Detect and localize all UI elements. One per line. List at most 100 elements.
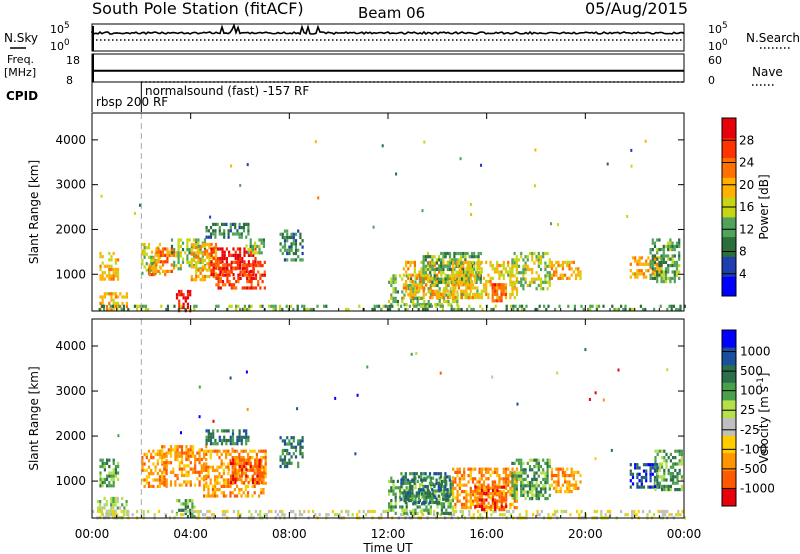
- data-cell: [252, 273, 255, 277]
- data-cell: [667, 472, 670, 476]
- data-cell: [564, 260, 567, 264]
- data-cell: [517, 474, 521, 478]
- data-cell: [550, 467, 553, 471]
- data-cell: [262, 456, 265, 460]
- data-cell: [667, 267, 670, 271]
- data-cell: [471, 286, 475, 290]
- data-cell: [294, 239, 298, 243]
- data-cell: [522, 264, 525, 268]
- data-cell: [351, 513, 354, 517]
- data-cell: [422, 304, 425, 308]
- data-cell: [449, 276, 452, 280]
- data-cell: [189, 289, 192, 294]
- data-cell: [447, 299, 450, 304]
- data-cell: [476, 289, 479, 293]
- data-cell: [544, 264, 547, 268]
- data-cell: [231, 435, 235, 439]
- data-cell: [221, 509, 224, 514]
- data-cell: [502, 264, 505, 268]
- data-cell: [410, 283, 413, 288]
- data-cell: [250, 304, 253, 308]
- data-cell: [544, 474, 547, 478]
- data-cell: [103, 468, 106, 472]
- data-cell: [496, 483, 499, 487]
- data-cell: [145, 475, 148, 479]
- data-cell: [658, 481, 661, 485]
- data-cell: [424, 491, 427, 495]
- data-cell: [208, 268, 211, 272]
- data-cell: [392, 274, 395, 278]
- data-cell: [288, 452, 291, 456]
- data-cell: [234, 257, 237, 261]
- data-cell: [214, 222, 217, 226]
- data-cell: [513, 258, 516, 262]
- data-cell: [438, 479, 441, 483]
- data-cell: [467, 499, 470, 503]
- data-cell: [384, 304, 387, 308]
- data-cell: [494, 304, 497, 308]
- data-cell: [152, 472, 155, 476]
- data-cell: [189, 508, 192, 512]
- data-cell: [392, 486, 395, 490]
- data-cell: [461, 509, 464, 514]
- data-cell: [420, 478, 423, 482]
- data-cell: [204, 513, 207, 517]
- data-cell: [678, 257, 681, 261]
- data-cell: [444, 277, 447, 281]
- data-cell: [422, 494, 425, 498]
- data-cell: [457, 258, 460, 262]
- data-cell: [564, 273, 567, 277]
- data-cell: [503, 513, 506, 517]
- data-cell: [230, 164, 233, 168]
- data-cell: [186, 302, 190, 306]
- data-cell: [675, 267, 679, 271]
- data-cell: [476, 492, 479, 496]
- data-cell: [469, 477, 472, 481]
- data-cell: [504, 486, 508, 490]
- data-cell: [227, 484, 230, 488]
- data-cell: [535, 461, 538, 465]
- data-cell: [216, 478, 219, 482]
- data-cell: [261, 280, 264, 284]
- data-cell: [598, 304, 601, 308]
- data-cell: [537, 465, 540, 469]
- data-cell: [557, 483, 560, 487]
- data-cell: [407, 260, 410, 264]
- data-cell: [279, 436, 282, 440]
- data-cell: [207, 491, 210, 495]
- data-cell: [448, 267, 452, 272]
- data-cell: [212, 266, 215, 270]
- data-cell: [191, 502, 194, 506]
- data-cell: [189, 499, 192, 503]
- data-cell: [531, 271, 534, 275]
- data-cell: [672, 472, 675, 476]
- data-cell: [218, 232, 221, 236]
- data-cell: [205, 435, 208, 439]
- data-cell: [442, 497, 445, 501]
- data-cell: [456, 493, 459, 497]
- data-cell: [211, 494, 214, 498]
- scatter-patch: [215, 260, 266, 290]
- data-cell: [147, 481, 151, 485]
- data-cell: [253, 484, 256, 488]
- data-cell: [185, 483, 188, 487]
- data-cell: [535, 277, 538, 281]
- data-cell: [106, 305, 109, 309]
- data-cell: [535, 487, 538, 491]
- data-cell: [254, 273, 258, 277]
- data-cell: [190, 274, 193, 279]
- data-cell: [645, 479, 648, 483]
- data-cell: [480, 501, 484, 505]
- velocity-colorbar-tick-label: -500: [740, 462, 767, 476]
- data-cell: [279, 307, 282, 312]
- data-cell: [676, 481, 679, 485]
- data-cell: [660, 257, 663, 261]
- data-cell: [464, 258, 467, 262]
- data-cell: [411, 497, 414, 501]
- data-cell: [105, 513, 108, 517]
- data-cell: [452, 296, 455, 300]
- data-cell: [424, 271, 427, 275]
- data-cell: [198, 480, 201, 484]
- scatter-patch: [511, 458, 551, 501]
